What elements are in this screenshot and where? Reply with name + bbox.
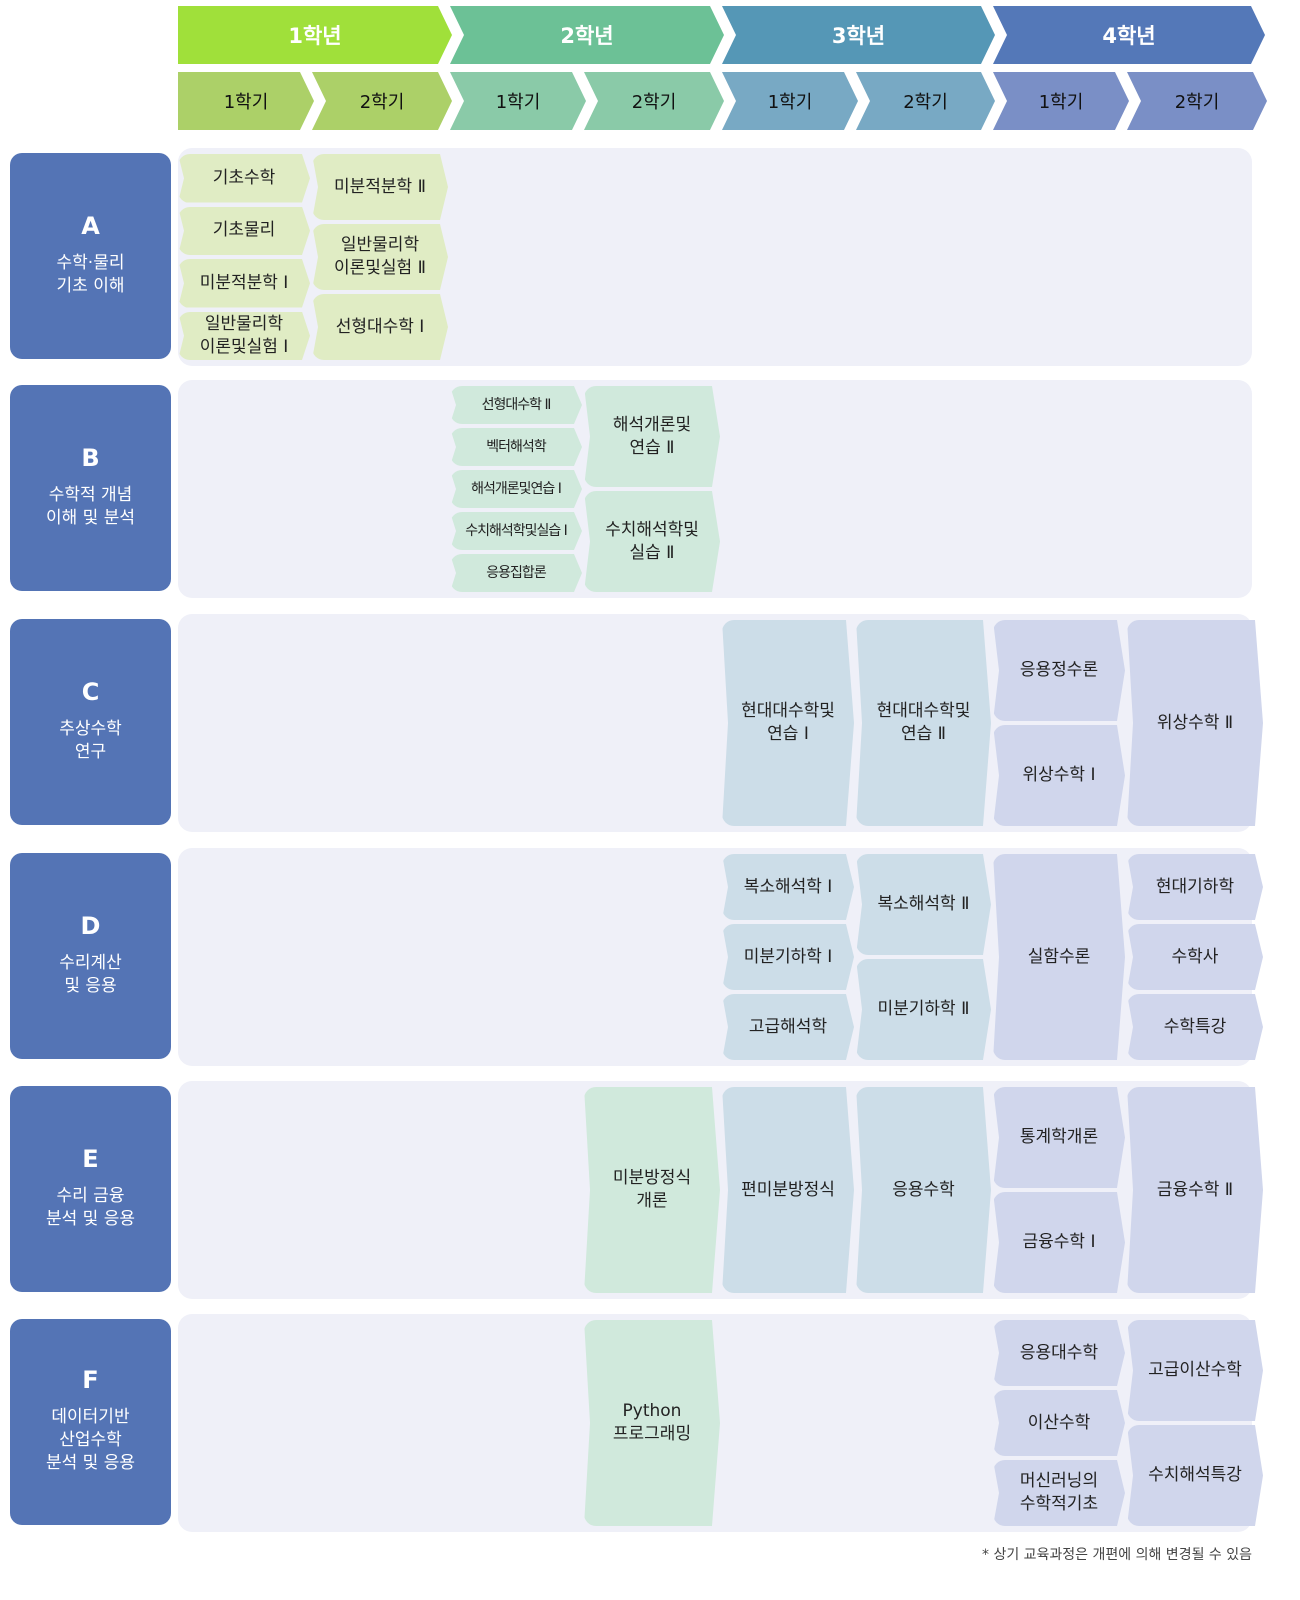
course-box: 머신러닝의 수학적기초 bbox=[993, 1460, 1125, 1526]
track-letter: C bbox=[81, 677, 100, 706]
course-box: 복소해석학 Ⅱ bbox=[856, 854, 991, 955]
course-box: 금융수학 Ⅰ bbox=[993, 1192, 1125, 1293]
track-letter: D bbox=[80, 911, 101, 940]
semester-header-3-1: 1학기 bbox=[722, 72, 858, 130]
year-header-4: 4학년 bbox=[993, 6, 1265, 64]
course-box: 수치해석특강 bbox=[1127, 1425, 1263, 1526]
semester-header-1-2: 2학기 bbox=[312, 72, 452, 130]
course-box: 편미분방정식 bbox=[722, 1087, 854, 1293]
year-header-3: 3학년 bbox=[722, 6, 995, 64]
track-title: 수리계산 및 응용 bbox=[59, 952, 122, 996]
course-box: 해석개론및연습 Ⅰ bbox=[450, 470, 582, 508]
semester-header-2-2: 2학기 bbox=[584, 72, 724, 130]
course-box: 해석개론및 연습 Ⅱ bbox=[584, 386, 720, 487]
course-box: 기초물리 bbox=[178, 207, 310, 256]
track-title: 수학적 개념 이해 및 분석 bbox=[45, 484, 135, 528]
course-box: 복소해석학 Ⅰ bbox=[722, 854, 854, 920]
course-box: 위상수학 Ⅱ bbox=[1127, 620, 1263, 826]
course-box: 고급이산수학 bbox=[1127, 1320, 1263, 1421]
track-label-B: B 수학적 개념 이해 및 분석 bbox=[10, 385, 171, 591]
course-box: 일반물리학 이론및실험 Ⅱ bbox=[312, 224, 448, 290]
course-box: 고급해석학 bbox=[722, 994, 854, 1060]
course-box: 응용정수론 bbox=[993, 620, 1125, 721]
track-label-A: A 수학·물리 기초 이해 bbox=[10, 153, 171, 359]
course-box: 실함수론 bbox=[993, 854, 1125, 1060]
track-title: 수학·물리 기초 이해 bbox=[56, 252, 125, 296]
course-box: 이산수학 bbox=[993, 1390, 1125, 1456]
course-box: 수치해석학및실습 Ⅰ bbox=[450, 512, 582, 550]
course-box: 응용집합론 bbox=[450, 554, 582, 592]
course-box: 미분방정식 개론 bbox=[584, 1087, 720, 1293]
track-label-F: F 데이터기반 산업수학 분석 및 응용 bbox=[10, 1319, 171, 1525]
course-box: 현대대수학및 연습 Ⅱ bbox=[856, 620, 991, 826]
course-box: 기초수학 bbox=[178, 154, 310, 203]
course-box: 위상수학 Ⅰ bbox=[993, 725, 1125, 826]
track-title: 데이터기반 산업수학 분석 및 응용 bbox=[45, 1407, 135, 1473]
course-box: 수치해석학및 실습 Ⅱ bbox=[584, 491, 720, 592]
semester-header-1-1: 1학기 bbox=[178, 72, 314, 130]
track-title: 추상수학 연구 bbox=[59, 718, 122, 762]
footnote: * 상기 교육과정은 개편에 의해 변경될 수 있음 bbox=[982, 1547, 1252, 1563]
year-header-1: 1학년 bbox=[178, 6, 452, 64]
track-letter: E bbox=[82, 1144, 99, 1173]
course-box: 수학특강 bbox=[1127, 994, 1263, 1060]
course-box: 수학사 bbox=[1127, 924, 1263, 990]
track-title: 수리 금융 분석 및 응용 bbox=[45, 1185, 135, 1229]
semester-header-4-1: 1학기 bbox=[993, 72, 1129, 130]
semester-header-2-1: 1학기 bbox=[450, 72, 586, 130]
semester-header-4-2: 2학기 bbox=[1127, 72, 1267, 130]
course-box: 응용대수학 bbox=[993, 1320, 1125, 1386]
track-label-E: E 수리 금융 분석 및 응용 bbox=[10, 1086, 171, 1292]
track-label-D: D 수리계산 및 응용 bbox=[10, 853, 171, 1059]
course-box: Python 프로그래밍 bbox=[584, 1320, 720, 1526]
semester-header-3-2: 2학기 bbox=[856, 72, 995, 130]
course-box: 선형대수학 Ⅰ bbox=[312, 294, 448, 360]
course-box: 일반물리학 이론및실험 Ⅰ bbox=[178, 312, 310, 361]
course-box: 미분적분학 Ⅱ bbox=[312, 154, 448, 220]
course-box: 미분적분학 Ⅰ bbox=[178, 259, 310, 308]
course-box: 현대대수학및 연습 Ⅰ bbox=[722, 620, 854, 826]
track-letter: B bbox=[81, 443, 100, 472]
course-box: 벡터해석학 bbox=[450, 428, 582, 466]
course-box: 선형대수학 Ⅱ bbox=[450, 386, 582, 424]
course-box: 미분기하학 Ⅰ bbox=[722, 924, 854, 990]
course-box: 미분기하학 Ⅱ bbox=[856, 959, 991, 1060]
track-letter: A bbox=[81, 211, 100, 240]
course-box: 통계학개론 bbox=[993, 1087, 1125, 1188]
track-label-C: C 추상수학 연구 bbox=[10, 619, 171, 825]
track-letter: F bbox=[82, 1366, 99, 1394]
course-box: 응용수학 bbox=[856, 1087, 991, 1293]
course-box: 금융수학 Ⅱ bbox=[1127, 1087, 1263, 1293]
year-header-2: 2학년 bbox=[450, 6, 724, 64]
course-box: 현대기하학 bbox=[1127, 854, 1263, 920]
